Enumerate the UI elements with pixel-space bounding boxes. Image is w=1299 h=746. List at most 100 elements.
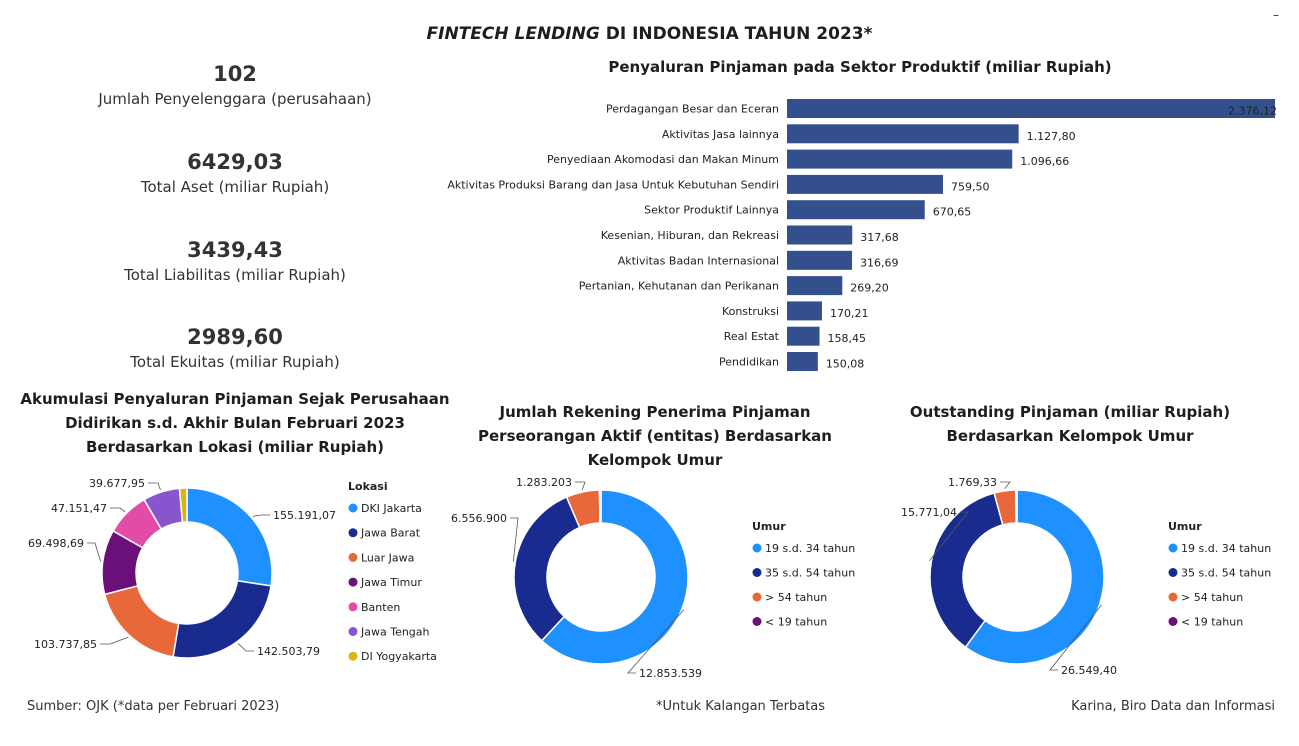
- donut-value-label: 69.498,69: [28, 537, 84, 550]
- bar-value-label: 670,65: [933, 206, 972, 219]
- legend-item: Luar Jawa: [361, 551, 414, 564]
- donut-value-label: 12.853.539: [639, 667, 702, 680]
- legend-item: 35 s.d. 54 tahun: [1181, 567, 1271, 580]
- stat-label: Total Liabilitas (miliar Rupiah): [124, 266, 346, 284]
- stat-label: Total Aset (miliar Rupiah): [140, 178, 330, 196]
- stat-label: Jumlah Penyelenggara (perusahaan): [98, 90, 372, 108]
- bar-chart: Perdagangan Besar dan Eceran 2.376,12 Akti…: [447, 99, 1277, 371]
- bar-value-label: 269,20: [850, 282, 889, 295]
- donut-slice: [929, 492, 1004, 649]
- donut-accounts-chart: 12.853.539 6.556.900 1.283.203 Umur 19 s.d. …: [451, 476, 855, 680]
- legend-marker: [348, 651, 358, 661]
- legend-item: DKI Jakarta: [361, 502, 422, 515]
- stat-value: 3439,43: [187, 238, 283, 262]
- donut-accounts-title: Jumlah Rekening Penerima Pinjaman Perseo…: [478, 403, 832, 469]
- legend-marker: [1168, 592, 1178, 602]
- stat-liabilities: 3439,43 Total Liabilitas (miliar Rupiah): [35, 238, 435, 284]
- legend-item: Jawa Tengah: [360, 626, 430, 639]
- donut-leader-line: [1049, 604, 1102, 671]
- donut-leader-line: [87, 542, 102, 562]
- page-title: FINTECH LENDING DI INDONESIA TAHUN 2023*: [0, 24, 1299, 44]
- legend-marker: [348, 602, 358, 612]
- legend-marker: [1168, 568, 1178, 577]
- bar-value-label: 170,21: [830, 307, 869, 320]
- donut-leader-line: [510, 517, 519, 562]
- stat-value: 2989,60: [187, 325, 283, 349]
- bar-value-label: 2.376,12: [1228, 105, 1277, 118]
- bar: [787, 149, 1013, 169]
- donut-leader-line: [627, 609, 685, 674]
- bar: [787, 225, 853, 245]
- legend-item: > 54 tahun: [1181, 591, 1243, 604]
- legend-marker: [348, 503, 358, 513]
- bar-value-label: 150,08: [826, 358, 865, 371]
- legend-item: 35 s.d. 54 tahun: [765, 567, 855, 580]
- donut-slice: [178, 487, 188, 524]
- donut-value-label: 1.283.203: [516, 476, 572, 489]
- legend-item: > 54 tahun: [765, 591, 827, 604]
- bar-category-label: Sektor Produktif Lainnya: [644, 204, 779, 217]
- donut-value-label: 155.191,07: [273, 509, 336, 522]
- donut-value-label: 1.769,33: [948, 476, 997, 489]
- legend-marker: [752, 568, 762, 577]
- legend-marker: [752, 617, 762, 626]
- stat-label: Total Ekuitas (miliar Rupiah): [130, 353, 340, 371]
- stat-equity: 2989,60 Total Ekuitas (miliar Rupiah): [35, 325, 435, 371]
- bar: [787, 326, 820, 346]
- donut-leader-line: [100, 636, 129, 645]
- bar-category-label: Pendidikan: [719, 356, 779, 369]
- legend-marker: [752, 592, 762, 602]
- bar: [787, 352, 818, 371]
- bar: [787, 276, 843, 296]
- legend-marker: [348, 577, 358, 587]
- donut-leader-line: [148, 482, 161, 491]
- bar-category-label: Aktivitas Badan Internasional: [618, 254, 779, 267]
- bar-value-label: 759,50: [951, 180, 990, 193]
- bar: [787, 200, 925, 220]
- footer-note: *Untuk Kalangan Terbatas: [656, 699, 826, 714]
- bar-category-label: Aktivitas Produksi Barang dan Jasa Untuk…: [447, 178, 779, 191]
- legend-marker: [1168, 543, 1178, 553]
- legend-marker: [1168, 617, 1178, 626]
- donut-value-label: 142.503,79: [257, 645, 320, 658]
- donut-slice: [540, 489, 689, 665]
- legend-marker: [348, 552, 358, 562]
- legend-item: < 19 tahun: [765, 616, 827, 629]
- legend-marker: [348, 627, 358, 636]
- legend-item: 19 s.d. 34 tahun: [765, 542, 855, 555]
- bar: [787, 99, 1275, 118]
- bar: [787, 301, 822, 321]
- footer-source: Sumber: OJK (*data per Februari 2023): [27, 699, 280, 714]
- donut-slice: [513, 496, 581, 642]
- bar-category-label: Aktivitas Jasa lainnya: [662, 128, 779, 141]
- bar-category-label: Kesenian, Hiburan, dan Rekreasi: [601, 229, 779, 242]
- bar-value-label: 1.127,80: [1027, 130, 1076, 143]
- legend-title: Umur: [752, 520, 786, 533]
- legend-marker: [752, 543, 762, 553]
- bar-value-label: 1.096,66: [1020, 155, 1069, 168]
- bar-category-label: Penyediaan Akomodasi dan Makan Minum: [547, 153, 779, 166]
- bar-chart-title: Penyaluran Pinjaman pada Sektor Produkti…: [608, 58, 1112, 76]
- legend-marker: [348, 528, 358, 538]
- legend-item: < 19 tahun: [1181, 616, 1243, 629]
- corner-mark: –: [1273, 8, 1279, 22]
- bar-category-label: Real Estat: [724, 330, 780, 343]
- legend-title: Umur: [1168, 520, 1202, 533]
- donut-slice: [186, 487, 273, 587]
- legend-item: Banten: [361, 601, 400, 614]
- donut-slice: [1015, 489, 1018, 524]
- legend-item: Jawa Barat: [360, 527, 421, 540]
- donut-value-label: 6.556.900: [451, 512, 507, 525]
- donut-leader-line: [929, 511, 969, 561]
- legend-item: DI Yogyakarta: [361, 650, 437, 663]
- donut-value-label: 47.151,47: [51, 502, 107, 515]
- donut-leader-line: [575, 481, 586, 491]
- donut-value-label: 103.737,85: [34, 638, 97, 651]
- legend-title: Lokasi: [348, 480, 388, 493]
- donut-location-chart: 155.191,07 142.503,79 103.737,85 69.498,69 4…: [28, 477, 437, 663]
- stat-providers: 102 Jumlah Penyelenggara (perusahaan): [35, 62, 435, 108]
- stat-value: 102: [213, 62, 257, 86]
- bar: [787, 124, 1019, 144]
- bar-value-label: 317,68: [860, 231, 899, 244]
- stat-assets: 6429,03 Total Aset (miliar Rupiah): [35, 150, 435, 196]
